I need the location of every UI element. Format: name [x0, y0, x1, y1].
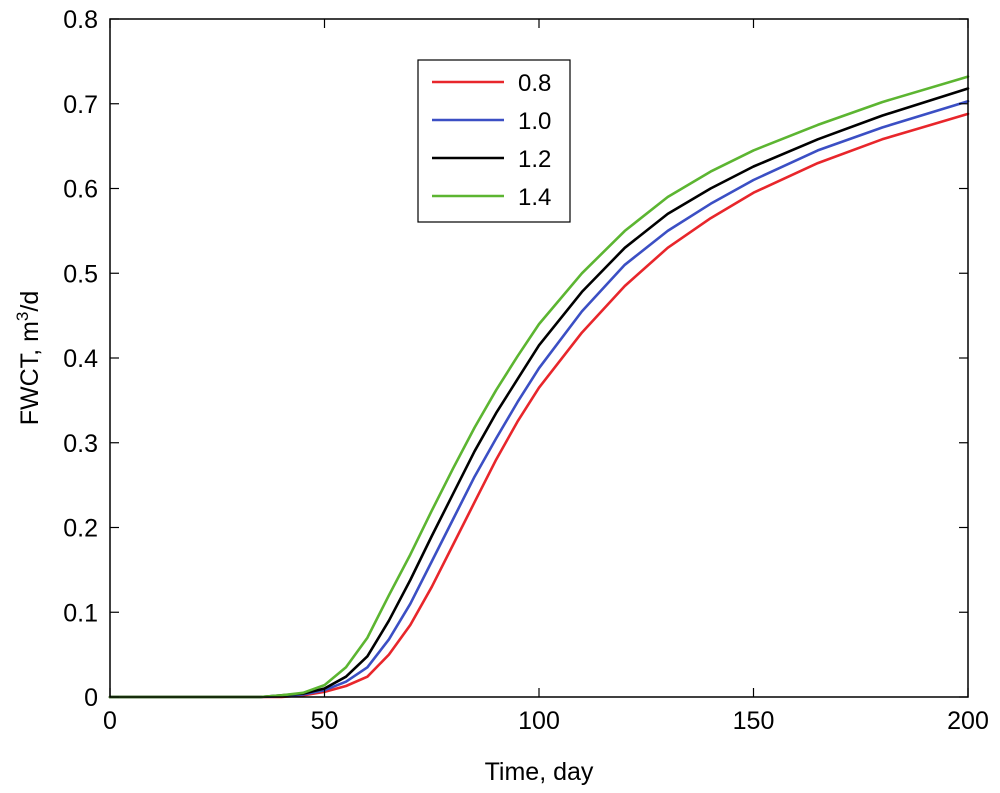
series-line-1.4	[108, 75, 970, 699]
x-tick-label: 150	[733, 707, 775, 735]
y-axis-title-suffix: /d	[16, 291, 44, 312]
series-line-1.0	[108, 99, 970, 699]
y-axis-title: FWCT, m3/d	[13, 291, 44, 425]
y-tick-label: 0.2	[63, 515, 98, 543]
y-tick-label: 0.8	[63, 6, 98, 34]
y-tick-label: 0	[84, 684, 98, 712]
x-tick-label: 100	[518, 707, 560, 735]
x-tick-label: 0	[103, 707, 117, 735]
x-tick-label: 50	[311, 707, 339, 735]
x-tick-label: 200	[947, 707, 989, 735]
y-tick-label: 0.1	[63, 599, 98, 627]
axes: 0 50 100 150 200 0 0.1 0.2 0.3 0.4 0.5 0.6 0.7 0.8	[63, 6, 989, 735]
series-line-0.8	[108, 112, 970, 699]
y-tick-label: 0.4	[63, 345, 98, 373]
x-axis-title: Time, day	[485, 758, 594, 786]
y-tick-label: 0.5	[63, 260, 98, 288]
y-tick-label: 0.6	[63, 176, 98, 204]
y-tick-label: 0.3	[63, 430, 98, 458]
legend-label: 1.2	[518, 146, 551, 173]
y-tick-label: 0.7	[63, 91, 98, 119]
series-line-1.2	[108, 87, 970, 699]
legend: 0.8 1.0 1.2 1.4	[417, 59, 571, 223]
y-axis-title-superscript: 3	[13, 312, 32, 321]
y-axis-title-prefix: FWCT, m	[16, 321, 44, 425]
legend-label: 0.8	[518, 70, 551, 97]
legend-label: 1.4	[518, 184, 551, 211]
legend-label: 1.0	[518, 108, 551, 135]
plot-lines	[108, 75, 970, 699]
